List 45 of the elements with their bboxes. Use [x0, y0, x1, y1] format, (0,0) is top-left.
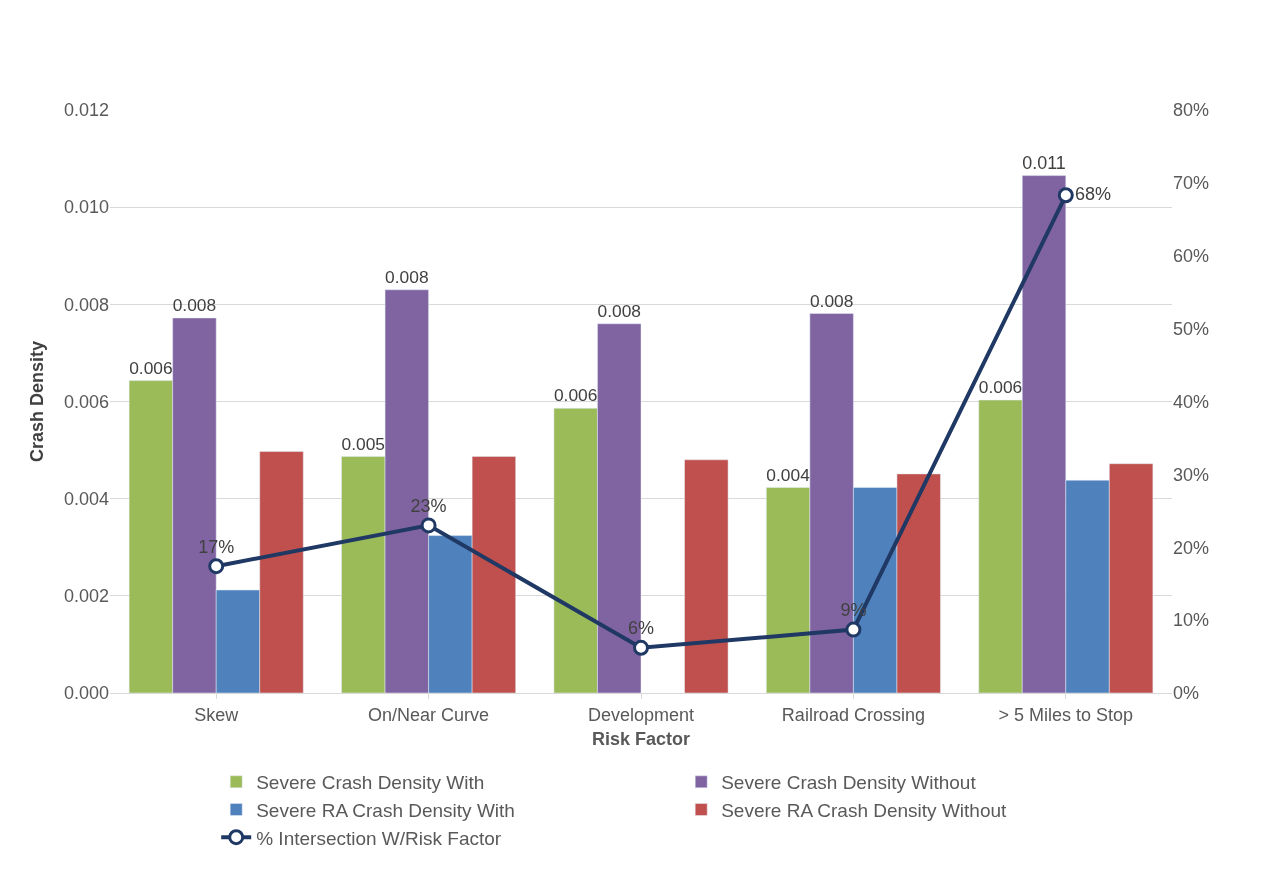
data-label: 0.006: [978, 377, 1023, 398]
y2-tick-label: 30%: [1173, 464, 1210, 485]
data-label: 0.006: [553, 385, 598, 406]
data-label: 0.008: [809, 290, 854, 311]
point: [633, 639, 649, 656]
data-label: 0.011: [1022, 152, 1066, 173]
data-label: 68%: [1074, 183, 1111, 204]
y2-tick-label: 0%: [1173, 683, 1200, 704]
data-label: 0.005: [341, 433, 386, 454]
y-tick-label: 0.000: [63, 683, 109, 704]
data-label: 0.008: [385, 266, 429, 287]
y2-tick-label: 80%: [1173, 100, 1210, 121]
y2-tick-label: 60%: [1173, 246, 1210, 267]
x-tick-label: > 5 Miles to Stop: [998, 704, 1134, 725]
data-label: 0.008: [172, 295, 217, 316]
bar: [684, 459, 729, 693]
y2-tick-label: 70%: [1173, 173, 1210, 194]
data-label: 0.006: [129, 357, 173, 378]
y-tick-label: 0.012: [63, 100, 109, 121]
data-label: 0.004: [766, 464, 811, 485]
y-tick-label: 0.002: [63, 586, 109, 607]
x-tick-label: Railroad Crossing: [781, 704, 925, 725]
y2-tick-label: 10%: [1173, 610, 1210, 631]
point: [1057, 187, 1074, 204]
y2-tick-label: 20%: [1173, 537, 1210, 558]
x-tick-label: Skew: [194, 704, 240, 725]
y-tick-label: 0.006: [63, 391, 109, 412]
y-axis-title: Crash Density: [27, 340, 48, 463]
y2-tick-label: 40%: [1173, 391, 1210, 412]
x-tick-label: On/Near Curve: [368, 704, 490, 725]
x-axis-title: Risk Factor: [591, 728, 691, 749]
legend-label: Severe Crash Density Without: [721, 772, 977, 794]
legend-label: Severe Crash Density With: [256, 772, 485, 794]
point: [208, 558, 225, 575]
y2-tick-label: 50%: [1173, 318, 1210, 339]
point: [845, 621, 862, 638]
y-tick-label: 0.008: [63, 294, 109, 315]
legend-label: Severe RA Crash Density With: [256, 799, 515, 821]
legend-label: Severe RA Crash Density Without: [721, 799, 1008, 821]
legend-label: % Intersection W/Risk Factor: [256, 827, 502, 849]
x-tick-label: Development: [587, 704, 695, 725]
data-label: 0.008: [597, 300, 641, 321]
y-tick-label: 0.004: [63, 488, 109, 509]
y-tick-label: 0.010: [63, 197, 109, 218]
point: [420, 517, 437, 534]
